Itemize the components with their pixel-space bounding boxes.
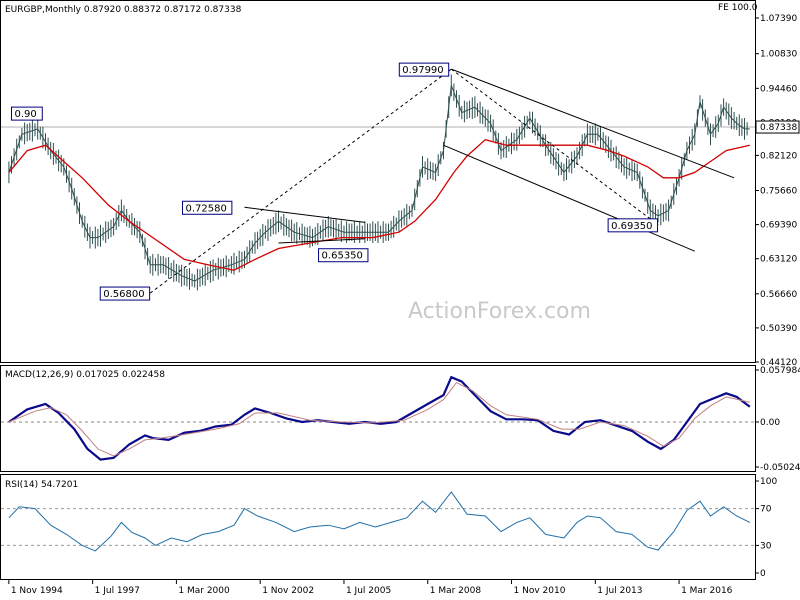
price-tick-label: 0.82120: [760, 151, 797, 161]
triangle-upper-line: [244, 206, 365, 223]
price-tick-label: 0.56660: [760, 290, 797, 300]
price-tick-label: 1.00830: [760, 50, 797, 60]
x-tick-label: 1 Nov 2010: [514, 586, 566, 596]
price-annotation-box: [99, 286, 151, 301]
x-tick-label: 1 Mar 2016: [681, 586, 733, 596]
rsi-tick-label: 100: [760, 477, 777, 487]
x-tick-label: 1 Mar 2000: [178, 586, 230, 596]
macd-tick-label: 0.057984: [760, 366, 800, 376]
rsi-tick-label: 30: [760, 541, 772, 551]
channel-upper-line: [451, 68, 735, 179]
price-tick-label: 0.50390: [760, 324, 797, 334]
price-panel: [0, 0, 756, 363]
x-tick-label: 1 Mar 2008: [430, 586, 482, 596]
rsi-tick-label: 70: [760, 505, 772, 515]
x-tick-label: 1 Nov 1994: [11, 586, 63, 596]
x-tick-label: 1 Jul 2005: [346, 586, 391, 596]
price-line: [8, 85, 750, 282]
price-annotation-label: 0.72580: [185, 203, 226, 214]
price-annotation-label: 0.97990: [402, 65, 443, 76]
moving-average-line: [8, 138, 750, 271]
macd-label: MACD(12,26,9) 0.017025 0.022458: [5, 370, 165, 380]
price-tick-label: 0.69390: [760, 221, 797, 231]
chart-header: EURGBP,Monthly 0.87920 0.88372 0.87172 0…: [5, 5, 242, 15]
macd-line: [8, 375, 751, 461]
macd-tick-label: -0.050241: [760, 463, 800, 473]
price-annotation-box: [181, 200, 233, 215]
fe-label: FE 100.0: [718, 3, 758, 13]
macd-signal-line: [8, 381, 750, 457]
price-tick-label: 0.75660: [760, 187, 797, 197]
price-annotation-box: [318, 248, 369, 263]
rsi-line: [8, 491, 751, 552]
x-tick-label: 1 Jul 1997: [95, 586, 140, 596]
price-tick-label: 0.44120: [760, 358, 797, 368]
watermark: ActionForex.com: [408, 299, 591, 324]
price-tick-label: 1.07390: [760, 14, 797, 24]
price-annotation-box: [607, 218, 659, 233]
channel-lower-line: [443, 144, 695, 252]
rsi-tick-label: 0: [760, 569, 766, 579]
price-annotation-label: 0.69350: [611, 221, 652, 232]
x-tick-label: 1 Nov 2002: [262, 586, 314, 596]
price-annotation-box: [398, 62, 450, 77]
triangle-lower-line: [278, 238, 365, 244]
rsi-label: RSI(14) 54.7201: [5, 480, 78, 490]
price-annotation-label: 0.65350: [322, 251, 363, 262]
price-tick-label: 0.63120: [760, 255, 797, 265]
x-tick-label: 1 Jul 2013: [597, 586, 642, 596]
current-price-label: 0.87338: [760, 123, 797, 133]
current-price-box: [755, 120, 800, 134]
trend-dashed-line: [149, 68, 452, 294]
macd-panel: [0, 365, 756, 472]
macd-tick-label: 0.00: [760, 418, 780, 428]
rsi-panel: [0, 474, 756, 580]
price-tick-label: 0.94460: [760, 84, 797, 94]
trend-dashed-line: [451, 68, 659, 226]
price-annotation-box: [10, 106, 43, 121]
price-annotation-label: 0.90: [14, 109, 36, 120]
price-annotation-label: 0.56800: [103, 289, 144, 300]
